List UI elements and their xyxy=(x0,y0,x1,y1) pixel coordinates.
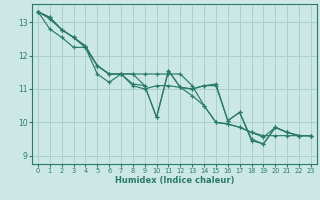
X-axis label: Humidex (Indice chaleur): Humidex (Indice chaleur) xyxy=(115,176,234,185)
